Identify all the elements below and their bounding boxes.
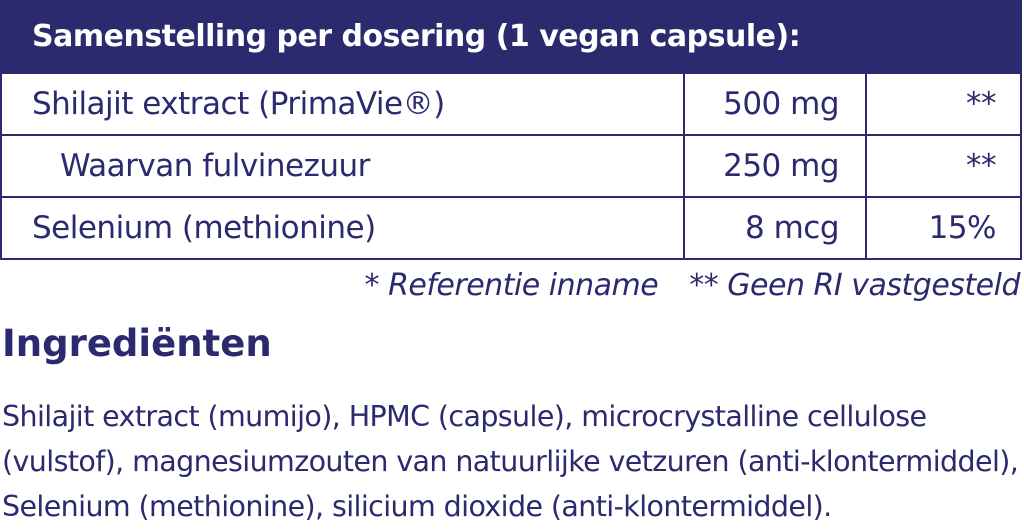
ingredients-title: Ingrediënten [2,322,272,365]
nutrient-ri: ** [966,148,997,184]
nutrient-name: Waarvan fulvinezuur [2,136,685,196]
nutrient-amount: 8 mcg [685,198,867,258]
nutrient-ri: 15% [928,210,997,246]
table-row: Shilajit extract (PrimaVie®) 500 mg ** [2,72,1020,134]
ingredients-line: Shilajit extract (mumijo), HPMC (capsule… [2,400,927,433]
ingredients-line: (vulstof), magnesiumzouten van natuurlij… [2,445,1019,478]
footnote-ri: * Referentie inname [364,268,659,303]
nutrient-ri: ** [966,86,997,122]
table-row: Selenium (methionine) 8 mcg 15% [2,196,1020,258]
nutrient-name: Shilajit extract (PrimaVie®) [2,74,685,134]
nutrient-amount: 250 mg [685,136,867,196]
ingredients-line: Selenium (methionine), silicium dioxide … [2,490,832,523]
table-row: Waarvan fulvinezuur 250 mg ** [2,134,1020,196]
nutrient-amount: 500 mg [685,74,867,134]
nutrient-name: Selenium (methionine) [2,198,685,258]
table-header: Samenstelling per dosering (1 vegan caps… [2,2,1020,72]
footnote: * Referentie inname ** Geen RI vastgeste… [364,268,1021,303]
footnote-no-ri: ** Geen RI vastgesteld [689,268,1020,303]
ingredients-text: Shilajit extract (mumijo), HPMC (capsule… [2,394,1024,529]
supplement-facts-table: Samenstelling per dosering (1 vegan caps… [0,0,1022,260]
